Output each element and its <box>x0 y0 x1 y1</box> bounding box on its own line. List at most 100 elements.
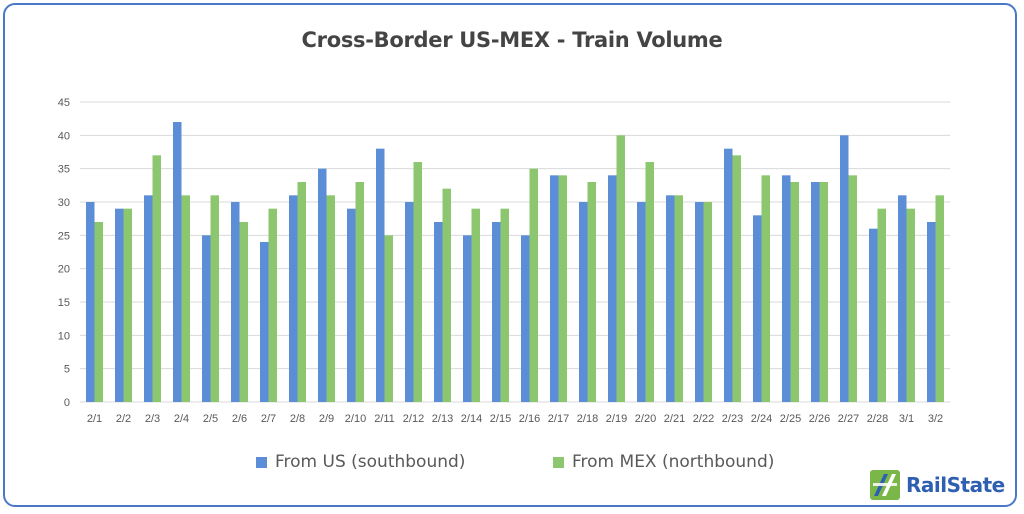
bar-mex-2-4 <box>181 195 190 402</box>
x-tick-label: 2/24 <box>751 413 772 425</box>
bar-us-2-22 <box>695 202 704 402</box>
y-tick-label: 0 <box>64 397 70 409</box>
x-tick-label: 2/21 <box>664 413 685 425</box>
x-tick-label: 2/12 <box>403 413 424 425</box>
legend-item-mex[interactable]: From MEX (northbound) <box>553 452 774 472</box>
bar-us-2-28 <box>869 228 878 402</box>
bar-mex-2-3 <box>152 155 161 402</box>
x-tick-label: 2/9 <box>319 413 334 425</box>
y-tick-label: 30 <box>58 197 70 209</box>
x-tick-label: 2/8 <box>290 413 305 425</box>
y-tick-label: 25 <box>58 230 70 242</box>
y-tick-label: 10 <box>58 330 70 342</box>
x-tick-label: 2/11 <box>374 413 395 425</box>
bars <box>86 122 944 402</box>
x-tick-label: 2/15 <box>490 413 511 425</box>
bar-mex-2-10 <box>355 182 364 402</box>
bar-chart: 0 5 10 15 20 25 30 35 40 45 2/1 2/2 2/3 2/4 2/5 2/6 2/7… <box>58 97 950 425</box>
x-tick-label: 2/22 <box>693 413 714 425</box>
x-axis-ticks: 2/1 2/2 2/3 2/4 2/5 2/6 2/7 2/8 2/9 2/10 2/11 2/12 2… <box>87 413 943 425</box>
bar-mex-2-21 <box>674 195 683 402</box>
bar-us-2-21 <box>666 195 675 402</box>
chart-title: Cross-Border US-MEX - Train Volume <box>301 28 723 52</box>
y-tick-label: 35 <box>58 164 70 176</box>
y-tick-label: 20 <box>58 264 70 276</box>
bar-us-2-13 <box>434 222 443 402</box>
legend: From US (southbound) From MEX (northboun… <box>0 452 1024 476</box>
legend-label-us: From US (southbound) <box>275 452 466 472</box>
bar-us-2-19 <box>608 175 617 402</box>
bar-us-2-17 <box>550 175 559 402</box>
bar-mex-3-1 <box>906 208 915 402</box>
bar-us-2-26 <box>811 182 820 402</box>
bar-us-2-12 <box>405 202 414 402</box>
bar-mex-2-5 <box>210 195 219 402</box>
y-tick-label: 5 <box>64 364 70 376</box>
bar-us-2-24 <box>753 215 762 402</box>
x-tick-label: 3/2 <box>928 413 943 425</box>
bar-us-2-8 <box>289 195 298 402</box>
x-tick-label: 2/4 <box>174 413 189 425</box>
bar-us-2-6 <box>231 202 240 402</box>
bar-mex-2-16 <box>529 168 538 402</box>
bar-us-2-9 <box>318 168 327 402</box>
bar-us-2-11 <box>376 148 385 402</box>
bar-us-2-14 <box>463 235 472 402</box>
bar-mex-2-15 <box>500 208 509 402</box>
x-tick-label: 2/14 <box>461 413 482 425</box>
bar-us-2-7 <box>260 242 269 402</box>
bar-us-3-1 <box>898 195 907 402</box>
bar-mex-2-9 <box>326 195 335 402</box>
bar-mex-2-6 <box>239 222 248 402</box>
x-tick-label: 2/23 <box>722 413 743 425</box>
legend-item-us[interactable]: From US (southbound) <box>256 452 465 472</box>
x-tick-label: 2/27 <box>838 413 859 425</box>
bar-mex-2-22 <box>703 202 712 402</box>
bar-us-2-4 <box>173 122 182 402</box>
bar-mex-2-13 <box>442 188 451 402</box>
bar-us-2-3 <box>144 195 153 402</box>
bar-us-2-5 <box>202 235 211 402</box>
x-tick-label: 2/20 <box>635 413 656 425</box>
bar-us-2-15 <box>492 222 501 402</box>
legend-label-mex: From MEX (northbound) <box>572 452 775 472</box>
bar-us-3-2 <box>927 222 936 402</box>
bar-mex-2-20 <box>645 162 654 402</box>
railstate-logo: RailState <box>870 470 1005 500</box>
bar-us-2-23 <box>724 148 733 402</box>
bar-mex-2-26 <box>819 182 828 402</box>
bar-mex-2-24 <box>761 175 770 402</box>
y-tick-label: 15 <box>58 297 70 309</box>
bar-mex-2-8 <box>297 182 306 402</box>
bar-us-2-2 <box>115 208 124 402</box>
x-tick-label: 2/3 <box>145 413 160 425</box>
gridlines <box>80 101 950 403</box>
y-tick-label: 40 <box>58 130 70 142</box>
bar-us-2-18 <box>579 202 588 402</box>
y-tick-label: 45 <box>58 97 70 109</box>
bar-mex-2-23 <box>732 155 741 402</box>
x-tick-label: 2/28 <box>867 413 888 425</box>
x-tick-label: 3/1 <box>899 413 914 425</box>
bar-us-2-1 <box>86 202 95 402</box>
bar-us-2-25 <box>782 175 791 402</box>
railstate-logo-icon <box>870 470 900 500</box>
logo-text: RailState <box>906 473 1005 497</box>
bar-us-2-20 <box>637 202 646 402</box>
bar-mex-2-18 <box>587 182 596 402</box>
bar-us-2-16 <box>521 235 530 402</box>
bar-mex-2-19 <box>616 135 625 402</box>
bar-mex-2-1 <box>94 222 103 402</box>
x-tick-label: 2/5 <box>203 413 218 425</box>
bar-mex-2-7 <box>268 208 277 402</box>
bar-mex-2-27 <box>848 175 857 402</box>
legend-swatch-us <box>256 456 267 468</box>
x-tick-label: 2/18 <box>577 413 598 425</box>
y-axis-ticks: 0 5 10 15 20 25 30 35 40 45 <box>58 97 70 409</box>
x-tick-label: 2/2 <box>116 413 131 425</box>
bar-us-2-10 <box>347 208 356 402</box>
bar-mex-2-17 <box>558 175 567 402</box>
x-tick-label: 2/1 <box>87 413 102 425</box>
bar-mex-2-11 <box>384 235 393 402</box>
bar-mex-2-12 <box>413 162 422 402</box>
